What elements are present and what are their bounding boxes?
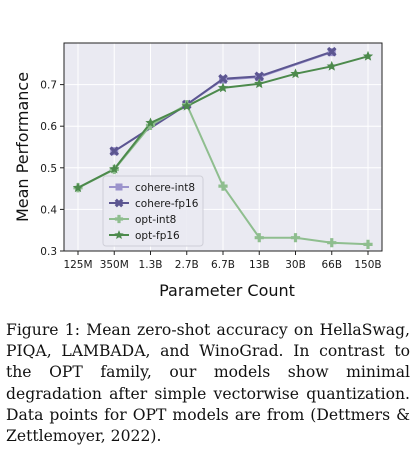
legend-label: cohere-int8: [135, 182, 195, 194]
x-tick-label: 350M: [100, 259, 129, 271]
x-tick-label: 13B: [249, 259, 270, 271]
data-point: [363, 239, 373, 249]
legend-label: opt-int8: [135, 214, 176, 226]
x-tick-label: 125M: [63, 259, 92, 271]
y-tick-label: 0.5: [40, 163, 57, 175]
legend: cohere-int8 cohere-fp16 opt-int8 opt-fp16: [102, 175, 204, 247]
x-tick-label: 6.7B: [211, 259, 235, 271]
y-tick-label: 0.4: [40, 204, 57, 216]
y-tick-label: 0.3: [40, 246, 57, 258]
data-point: [72, 182, 84, 193]
data-point: [217, 82, 229, 93]
data-point: [145, 117, 156, 128]
y-tick-label: 0.7: [40, 80, 57, 92]
x-tick-label: 2.7B: [175, 259, 199, 271]
x-tick-label: 66B: [321, 259, 342, 271]
figure-caption: Figure 1: Mean zero-shot accuracy on Hel…: [6, 321, 410, 446]
data-point: [290, 233, 301, 243]
data-point: [114, 214, 124, 224]
y-tick-label: 0.6: [40, 121, 57, 133]
x-axis-label: Parameter Count: [159, 281, 295, 300]
data-point: [362, 50, 374, 61]
x-tick-label: 150B: [354, 259, 381, 271]
y-tick-labels: 0.3 0.4 0.5 0.6 0.7: [40, 80, 64, 258]
data-point: [254, 78, 265, 89]
data-point: [181, 100, 192, 111]
data-point: [254, 233, 264, 243]
data-point: [254, 71, 265, 82]
data-point: [327, 238, 337, 248]
data-point: [114, 198, 124, 208]
y-axis-label: Mean Performance: [13, 72, 32, 222]
data-point: [326, 60, 337, 71]
data-point: [114, 230, 124, 239]
x-tick-label: 1.3B: [139, 259, 163, 271]
x-tick-label: 30B: [285, 259, 306, 271]
line-chart: 125M 350M 1.3B 2.7B 6.7B 13B 30B 66B 150B 0.3 0.4…: [13, 42, 383, 300]
x-tick-labels: 125M 350M 1.3B 2.7B 6.7B 13B 30B 66B 150B: [63, 251, 382, 271]
data-point: [218, 73, 228, 84]
data-point: [109, 146, 120, 156]
data-point: [326, 46, 337, 57]
data-point: [115, 183, 123, 191]
series-markers: [72, 46, 374, 249]
data-point: [109, 163, 120, 174]
data-point: [290, 68, 301, 79]
legend-label: opt-fp16: [135, 230, 180, 242]
legend-box: [102, 175, 204, 247]
data-point: [218, 181, 228, 191]
legend-label: cohere-fp16: [135, 198, 199, 210]
